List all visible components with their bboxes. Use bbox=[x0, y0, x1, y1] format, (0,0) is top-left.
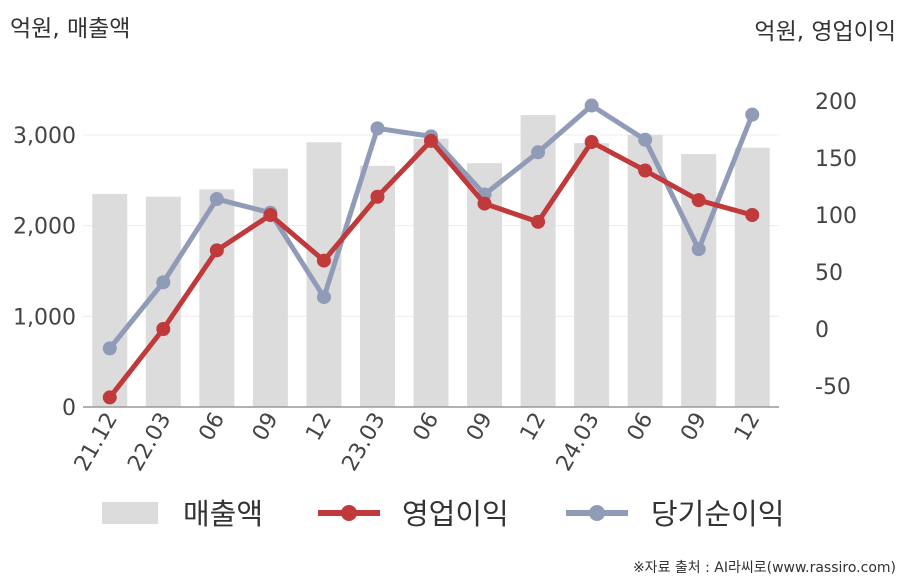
point-당기순이익-5 bbox=[370, 121, 385, 136]
lines bbox=[102, 98, 760, 405]
point-당기순이익-11 bbox=[691, 242, 706, 257]
legend-swatch-dot-영업이익 bbox=[341, 505, 357, 521]
point-영업이익-7 bbox=[477, 196, 492, 211]
bar-매출액-21.12 bbox=[92, 193, 128, 407]
bar-매출액-09 bbox=[252, 168, 288, 407]
x-tick-label: 22.03 bbox=[123, 409, 176, 476]
point-당기순이익-0 bbox=[102, 341, 117, 356]
point-영업이익-0 bbox=[102, 390, 117, 405]
point-당기순이익-12 bbox=[745, 107, 760, 122]
legend-swatch-매출액 bbox=[102, 502, 158, 524]
left-tick-label: 3,000 bbox=[13, 124, 76, 149]
x-tick-label: 09 bbox=[462, 409, 498, 446]
left-tick-label: 2,000 bbox=[13, 215, 76, 240]
bar-매출액-23.03 bbox=[359, 165, 395, 407]
point-당기순이익-9 bbox=[584, 98, 599, 113]
x-tick-label: 09 bbox=[676, 409, 712, 446]
legend-label-당기순이익: 당기순이익 bbox=[651, 497, 784, 531]
legend-swatch-dot-당기순이익 bbox=[589, 505, 605, 521]
bar-매출액-06 bbox=[413, 138, 449, 408]
right-tick-label: 150 bbox=[815, 147, 857, 172]
point-당기순이익-8 bbox=[531, 145, 546, 160]
source-note: ※자료 출처 : AI라씨로(www.rassiro.com) bbox=[633, 560, 896, 576]
bar-매출액-06 bbox=[627, 135, 663, 407]
left-tick-label: 0 bbox=[62, 396, 76, 421]
right-tick-label: -50 bbox=[815, 375, 851, 400]
point-영업이익-11 bbox=[691, 193, 706, 208]
x-tick-label: 12 bbox=[516, 409, 552, 446]
bar-매출액-24.03 bbox=[574, 143, 610, 407]
right-tick-label: 50 bbox=[815, 261, 843, 286]
point-영업이익-3 bbox=[263, 208, 278, 222]
right-axis-title: 억원, 영업이익 bbox=[754, 19, 896, 45]
point-당기순이익-10 bbox=[638, 132, 653, 147]
point-영업이익-9 bbox=[584, 135, 599, 150]
right-tick-label: 0 bbox=[815, 318, 829, 343]
right-tick-label: 200 bbox=[815, 90, 857, 115]
point-영업이익-5 bbox=[370, 189, 385, 204]
x-tick-label: 24.03 bbox=[552, 409, 605, 476]
legend-label-영업이익: 영업이익 bbox=[402, 497, 509, 531]
bars bbox=[92, 115, 770, 408]
x-tick-label: 23.03 bbox=[338, 409, 391, 476]
legend: 매출액 영업이익 당기순이익 bbox=[102, 497, 784, 531]
right-tick-label: 100 bbox=[815, 204, 857, 229]
x-tick-label: 09 bbox=[248, 409, 284, 446]
point-영업이익-12 bbox=[745, 208, 760, 222]
point-영업이익-4 bbox=[316, 253, 331, 268]
point-당기순이익-4 bbox=[316, 290, 331, 305]
bar-매출액-06 bbox=[199, 189, 235, 407]
point-영업이익-8 bbox=[531, 214, 546, 229]
point-영업이익-1 bbox=[156, 322, 171, 336]
x-tick-label: 12 bbox=[301, 409, 337, 446]
point-당기순이익-1 bbox=[156, 275, 171, 290]
point-영업이익-6 bbox=[424, 133, 438, 148]
point-영업이익-2 bbox=[209, 243, 224, 258]
x-tick-label: 06 bbox=[194, 409, 230, 446]
x-tick-label: 12 bbox=[730, 409, 766, 446]
x-tick-label: 06 bbox=[409, 409, 445, 446]
left-axis-title: 억원, 매출액 bbox=[10, 16, 130, 42]
point-당기순이익-2 bbox=[209, 192, 224, 207]
point-영업이익-10 bbox=[638, 163, 653, 178]
left-tick-label: 1,000 bbox=[13, 305, 76, 330]
x-tick-label: 21.12 bbox=[70, 409, 123, 476]
legend-label-매출액: 매출액 bbox=[183, 497, 263, 531]
bar-매출액-22.03 bbox=[145, 196, 181, 407]
x-tick-label: 06 bbox=[623, 409, 659, 446]
bar-매출액-12 bbox=[734, 147, 770, 407]
